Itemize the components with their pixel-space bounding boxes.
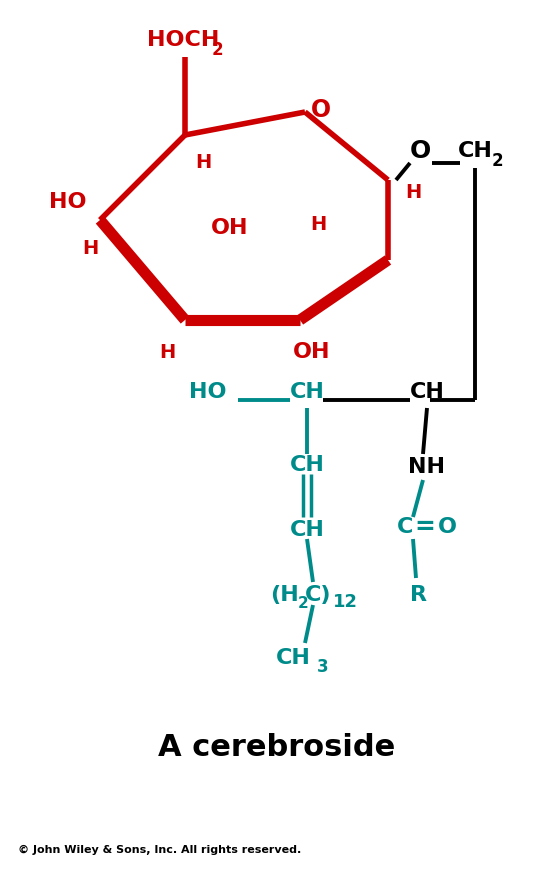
Text: O: O <box>438 517 456 537</box>
Text: NH: NH <box>408 457 445 477</box>
Text: H: H <box>310 216 326 235</box>
Text: C: C <box>397 517 413 537</box>
Text: CH: CH <box>409 382 444 402</box>
Text: HO: HO <box>189 382 227 402</box>
Text: 2: 2 <box>297 595 309 611</box>
Text: (H: (H <box>270 585 299 605</box>
Text: 12: 12 <box>332 593 357 611</box>
Text: © John Wiley & Sons, Inc. All rights reserved.: © John Wiley & Sons, Inc. All rights res… <box>18 845 301 855</box>
Text: CH: CH <box>290 455 325 475</box>
Text: OH: OH <box>293 342 331 362</box>
Text: 3: 3 <box>317 658 329 676</box>
Text: R: R <box>409 585 427 605</box>
Text: H: H <box>82 238 98 257</box>
Text: O: O <box>409 139 430 163</box>
Text: OH: OH <box>211 218 249 238</box>
Text: H: H <box>159 342 175 362</box>
Text: O: O <box>311 98 331 122</box>
Text: A cerebroside: A cerebroside <box>158 733 396 762</box>
Text: CH: CH <box>275 648 310 668</box>
Text: 2: 2 <box>491 152 503 170</box>
Text: H: H <box>195 154 211 173</box>
Text: =: = <box>414 515 435 539</box>
Text: CH: CH <box>290 382 325 402</box>
Text: HO: HO <box>49 192 87 212</box>
Text: H: H <box>405 182 421 202</box>
Text: CH: CH <box>458 141 493 161</box>
Text: HOCH: HOCH <box>147 30 219 50</box>
Text: 2: 2 <box>211 41 223 59</box>
Text: C): C) <box>305 585 331 605</box>
Text: CH: CH <box>290 520 325 540</box>
